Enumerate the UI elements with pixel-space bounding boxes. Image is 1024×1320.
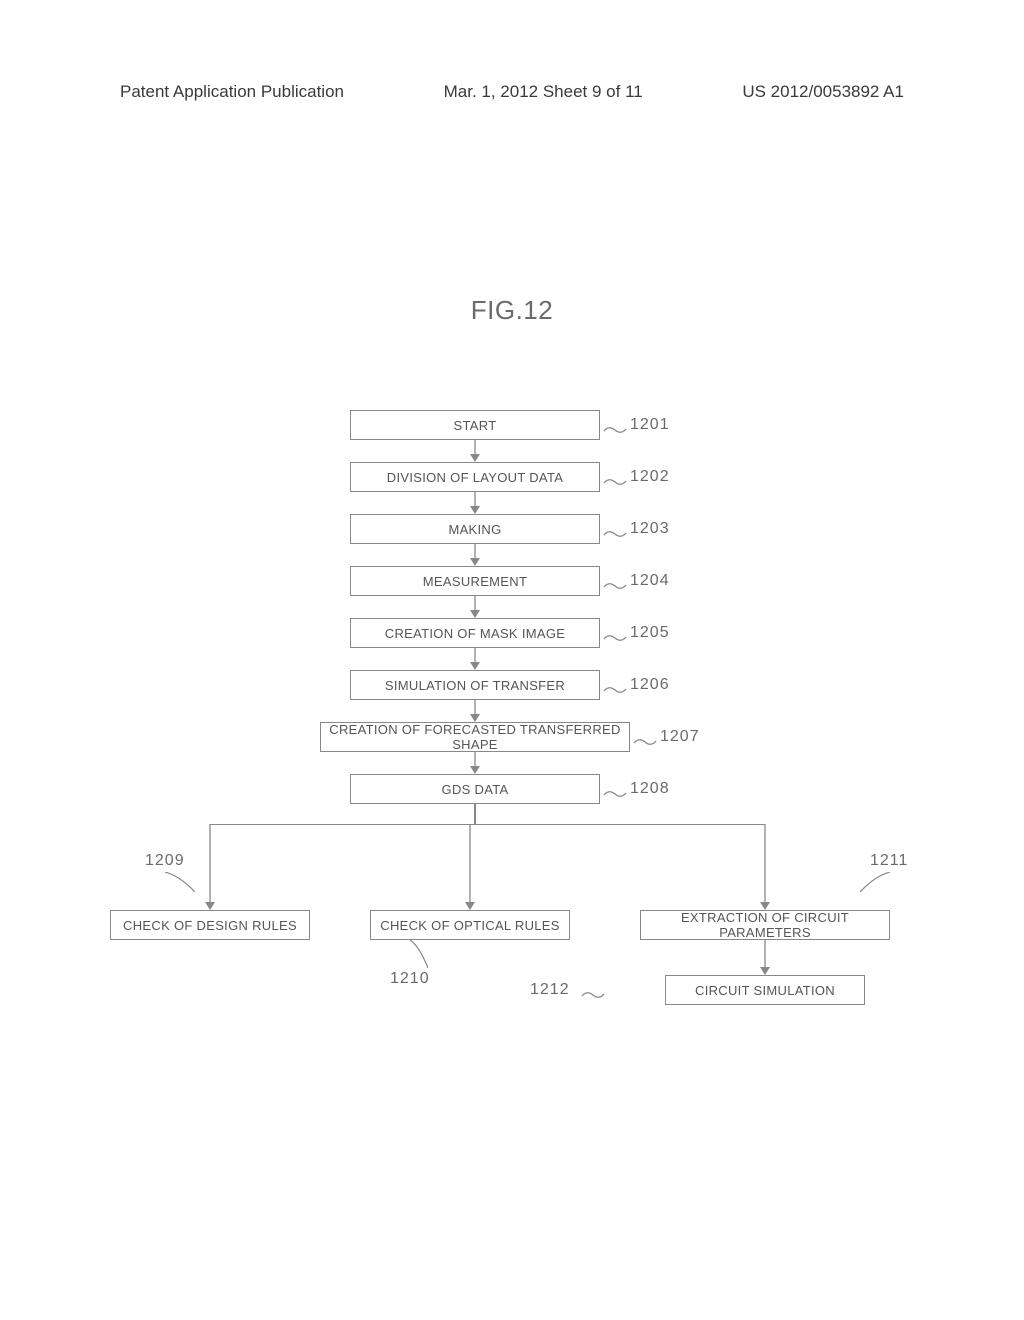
ref-1209: 1209 bbox=[145, 852, 185, 870]
step-forecast: CREATION OF FORECASTED TRANSFERRED SHAPE bbox=[320, 722, 630, 752]
leader-curve bbox=[860, 872, 890, 897]
flow-arrow bbox=[203, 824, 217, 915]
step-design: CHECK OF DESIGN RULES bbox=[110, 910, 310, 940]
leader-tilde bbox=[604, 421, 626, 429]
ref-1201: 1201 bbox=[630, 416, 670, 434]
flow-arrow bbox=[463, 824, 477, 915]
branch-bar bbox=[210, 824, 765, 825]
ref-1207: 1207 bbox=[660, 728, 700, 746]
ref-1212: 1212 bbox=[530, 981, 570, 999]
step-maskimg: CREATION OF MASK IMAGE bbox=[350, 618, 600, 648]
leader-tilde bbox=[634, 733, 656, 741]
ref-1203: 1203 bbox=[630, 520, 670, 538]
step-start: START bbox=[350, 410, 600, 440]
ref-1205: 1205 bbox=[630, 624, 670, 642]
ref-1204: 1204 bbox=[630, 572, 670, 590]
leader-tilde bbox=[604, 525, 626, 533]
ref-1206: 1206 bbox=[630, 676, 670, 694]
ref-1211: 1211 bbox=[870, 852, 908, 870]
figure-title: FIG.12 bbox=[0, 295, 1024, 326]
step-gds: GDS DATA bbox=[350, 774, 600, 804]
leader-tilde bbox=[604, 629, 626, 637]
leader-tilde bbox=[604, 473, 626, 481]
branch-stem bbox=[474, 804, 475, 824]
header-center: Mar. 1, 2012 Sheet 9 of 11 bbox=[444, 82, 643, 102]
leader-tilde bbox=[604, 681, 626, 689]
flow-arrow bbox=[758, 940, 772, 980]
step-division: DIVISION OF LAYOUT DATA bbox=[350, 462, 600, 492]
step-sim: CIRCUIT SIMULATION bbox=[665, 975, 865, 1005]
leader-curve bbox=[410, 940, 428, 973]
step-measure: MEASUREMENT bbox=[350, 566, 600, 596]
ref-1208: 1208 bbox=[630, 780, 670, 798]
flow-arrow bbox=[758, 824, 772, 915]
leader-curve bbox=[165, 872, 195, 897]
page-header: Patent Application Publication Mar. 1, 2… bbox=[0, 82, 1024, 102]
step-simtrans: SIMULATION OF TRANSFER bbox=[350, 670, 600, 700]
step-optical: CHECK OF OPTICAL RULES bbox=[370, 910, 570, 940]
step-making: MAKING bbox=[350, 514, 600, 544]
header-left: Patent Application Publication bbox=[120, 82, 344, 102]
ref-1202: 1202 bbox=[630, 468, 670, 486]
leader-tilde bbox=[604, 785, 626, 793]
header-right: US 2012/0053892 A1 bbox=[742, 82, 904, 102]
leader-tilde bbox=[582, 986, 604, 994]
step-extract: EXTRACTION OF CIRCUIT PARAMETERS bbox=[640, 910, 890, 940]
leader-tilde bbox=[604, 577, 626, 585]
page: Patent Application Publication Mar. 1, 2… bbox=[0, 0, 1024, 1320]
